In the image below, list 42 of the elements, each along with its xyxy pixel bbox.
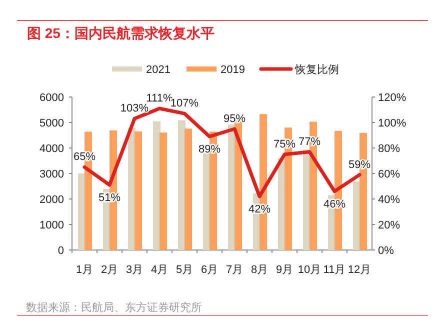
y2-tick-label: 80% — [378, 143, 400, 155]
x-tick-label: 8月 — [250, 264, 268, 276]
source-note: 数据来源：民航局、东方证券研究所 — [26, 301, 202, 314]
data-label: 111% — [146, 92, 173, 104]
x-tick-label: 9月 — [276, 264, 294, 276]
bar — [184, 128, 192, 250]
data-label: 103% — [120, 102, 149, 115]
y-tick-label: 4000 — [40, 143, 64, 155]
x-tick-label: 7月 — [226, 264, 244, 276]
bar — [160, 132, 167, 250]
y-tick-label: 5000 — [40, 118, 64, 130]
y2-tick-label: 100% — [378, 118, 406, 130]
y-tick-label: 0 — [58, 245, 64, 257]
x-tick-label: 5月 — [176, 264, 194, 276]
x-tick-label: 2月 — [100, 264, 118, 276]
legend-label: 2021 — [146, 64, 170, 76]
y-tick-label: 3000 — [40, 168, 64, 180]
x-tick-label: 3月 — [126, 264, 144, 276]
data-label: 89% — [198, 144, 221, 156]
bar — [134, 131, 142, 250]
x-tick-label: 4月 — [150, 264, 168, 276]
y2-tick-label: 20% — [378, 220, 400, 232]
y2-tick-label: 120% — [378, 92, 406, 104]
legend-label: 恢复比例 — [294, 63, 339, 76]
data-label: 46% — [323, 198, 346, 210]
legend-label: 2019 — [220, 64, 245, 76]
y-tick-label: 1000 — [40, 220, 64, 232]
data-label: 107% — [170, 98, 199, 110]
y2-tick-label: 0% — [378, 245, 394, 257]
x-tick-label: 12月 — [348, 264, 372, 276]
x-tick-label: 10月 — [298, 264, 322, 276]
data-label: 51% — [98, 192, 121, 204]
data-label: 95% — [223, 112, 246, 125]
y2-tick-label: 40% — [378, 194, 400, 206]
data-label: 42% — [248, 203, 271, 216]
x-tick-label: 1月 — [76, 264, 94, 276]
y-tick-label: 6000 — [40, 92, 64, 104]
x-tick-label: 11月 — [323, 264, 346, 276]
chart-title: 图 25：国内民航需求恢复水平 — [27, 25, 214, 41]
y2-tick-label: 60% — [378, 168, 400, 180]
y-tick-label: 2000 — [40, 194, 64, 206]
x-tick-label: 6月 — [200, 264, 218, 276]
